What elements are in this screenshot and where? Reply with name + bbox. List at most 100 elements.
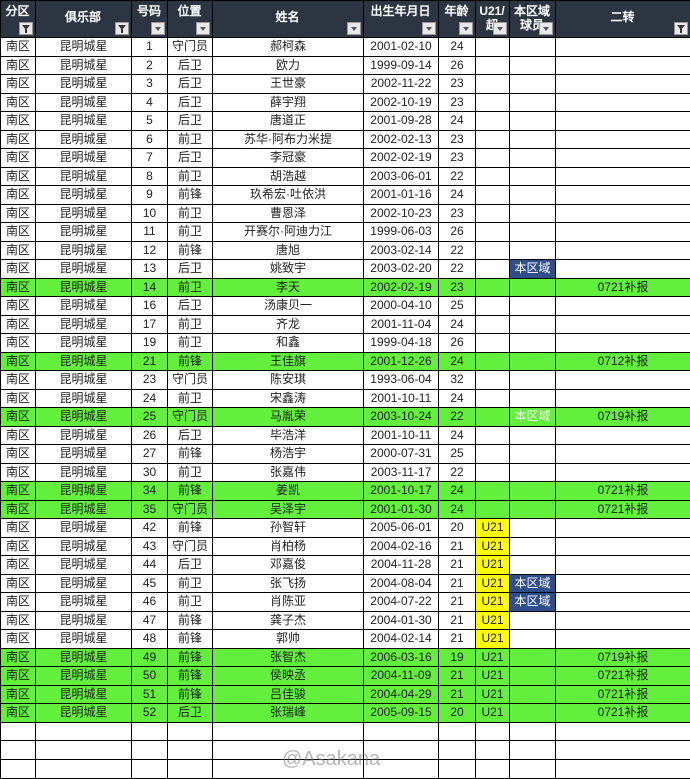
number-cell[interactable]: 1 — [132, 38, 168, 57]
region-cell[interactable]: 南区 — [1, 112, 36, 131]
name-cell[interactable]: 薛宇翔 — [213, 93, 364, 112]
region-cell[interactable]: 南区 — [1, 167, 36, 186]
region-cell[interactable]: 南区 — [1, 297, 36, 316]
birthdate-cell[interactable]: 1999-06-03 — [364, 223, 439, 242]
local-player-cell[interactable] — [510, 38, 556, 57]
u21-cell[interactable] — [476, 130, 510, 149]
filter-dropdown-icon[interactable] — [539, 22, 553, 35]
region-cell[interactable]: 南区 — [1, 704, 36, 723]
region-cell[interactable]: 南区 — [1, 389, 36, 408]
age-cell[interactable]: 26 — [439, 334, 476, 353]
name-cell[interactable]: 邓嘉俊 — [213, 556, 364, 575]
name-cell[interactable]: 开赛尔·阿迪力江 — [213, 223, 364, 242]
birthdate-cell[interactable]: 2001-01-30 — [364, 500, 439, 519]
birthdate-cell[interactable]: 1999-09-14 — [364, 56, 439, 75]
club-cell[interactable]: 昆明城星 — [36, 223, 132, 242]
name-cell[interactable]: 姜凯 — [213, 482, 364, 501]
birthdate-cell[interactable]: 2001-10-11 — [364, 426, 439, 445]
birthdate-cell[interactable]: 2001-09-28 — [364, 112, 439, 131]
empty-cell[interactable] — [36, 741, 132, 760]
empty-cell[interactable] — [476, 741, 510, 760]
local-player-cell[interactable] — [510, 500, 556, 519]
empty-cell[interactable] — [36, 759, 132, 778]
number-cell[interactable]: 43 — [132, 537, 168, 556]
number-cell[interactable]: 35 — [132, 500, 168, 519]
club-cell[interactable]: 昆明城星 — [36, 130, 132, 149]
club-cell[interactable]: 昆明城星 — [36, 593, 132, 612]
empty-cell[interactable] — [439, 741, 476, 760]
transfer-cell[interactable] — [556, 260, 690, 279]
local-player-cell[interactable] — [510, 149, 556, 168]
local-player-cell[interactable] — [510, 112, 556, 131]
region-cell[interactable]: 南区 — [1, 149, 36, 168]
age-cell[interactable]: 21 — [439, 556, 476, 575]
position-cell[interactable]: 后卫 — [168, 75, 213, 94]
club-cell[interactable]: 昆明城星 — [36, 685, 132, 704]
region-cell[interactable]: 南区 — [1, 130, 36, 149]
name-cell[interactable]: 侯映丞 — [213, 667, 364, 686]
u21-cell[interactable] — [476, 186, 510, 205]
name-cell[interactable]: 唐旭 — [213, 241, 364, 260]
number-cell[interactable]: 50 — [132, 667, 168, 686]
local-player-cell[interactable] — [510, 648, 556, 667]
local-player-cell[interactable] — [510, 556, 556, 575]
age-cell[interactable]: 24 — [439, 426, 476, 445]
u21-cell[interactable] — [476, 278, 510, 297]
local-player-cell[interactable]: 本区域 — [510, 574, 556, 593]
empty-cell[interactable] — [168, 741, 213, 760]
position-cell[interactable]: 后卫 — [168, 149, 213, 168]
local-player-cell[interactable] — [510, 519, 556, 538]
birthdate-cell[interactable]: 2003-06-01 — [364, 167, 439, 186]
region-cell[interactable]: 南区 — [1, 408, 36, 427]
local-player-cell[interactable] — [510, 389, 556, 408]
local-player-cell[interactable] — [510, 204, 556, 223]
age-cell[interactable]: 21 — [439, 630, 476, 649]
transfer-cell[interactable] — [556, 519, 690, 538]
age-cell[interactable]: 23 — [439, 75, 476, 94]
age-cell[interactable]: 23 — [439, 204, 476, 223]
position-cell[interactable]: 前卫 — [168, 223, 213, 242]
club-cell[interactable]: 昆明城星 — [36, 186, 132, 205]
club-cell[interactable]: 昆明城星 — [36, 334, 132, 353]
age-cell[interactable]: 24 — [439, 38, 476, 57]
birthdate-cell[interactable]: 2000-07-31 — [364, 445, 439, 464]
local-player-cell[interactable] — [510, 426, 556, 445]
club-cell[interactable]: 昆明城星 — [36, 260, 132, 279]
empty-cell[interactable] — [1, 759, 36, 778]
transfer-cell[interactable] — [556, 574, 690, 593]
region-cell[interactable]: 南区 — [1, 204, 36, 223]
number-cell[interactable]: 3 — [132, 75, 168, 94]
age-cell[interactable]: 32 — [439, 371, 476, 390]
age-cell[interactable]: 26 — [439, 56, 476, 75]
u21-cell[interactable] — [476, 500, 510, 519]
region-cell[interactable]: 南区 — [1, 241, 36, 260]
position-cell[interactable]: 前卫 — [168, 574, 213, 593]
local-player-cell[interactable] — [510, 352, 556, 371]
region-cell[interactable]: 南区 — [1, 223, 36, 242]
local-player-cell[interactable] — [510, 186, 556, 205]
name-cell[interactable]: 欧力 — [213, 56, 364, 75]
position-cell[interactable]: 前卫 — [168, 389, 213, 408]
position-cell[interactable]: 后卫 — [168, 260, 213, 279]
age-cell[interactable]: 22 — [439, 463, 476, 482]
position-cell[interactable]: 后卫 — [168, 56, 213, 75]
birthdate-cell[interactable]: 2004-11-09 — [364, 667, 439, 686]
u21-cell[interactable]: U21 — [476, 648, 510, 667]
local-player-cell[interactable] — [510, 611, 556, 630]
local-player-cell[interactable] — [510, 315, 556, 334]
name-cell[interactable]: 郝柯森 — [213, 38, 364, 57]
number-cell[interactable]: 10 — [132, 204, 168, 223]
club-cell[interactable]: 昆明城星 — [36, 241, 132, 260]
u21-cell[interactable]: U21 — [476, 685, 510, 704]
empty-cell[interactable] — [476, 759, 510, 778]
position-cell[interactable]: 前锋 — [168, 630, 213, 649]
u21-cell[interactable] — [476, 463, 510, 482]
name-cell[interactable]: 王佳旗 — [213, 352, 364, 371]
position-cell[interactable]: 前卫 — [168, 278, 213, 297]
club-cell[interactable]: 昆明城星 — [36, 315, 132, 334]
transfer-cell[interactable] — [556, 463, 690, 482]
name-cell[interactable]: 杨浩宇 — [213, 445, 364, 464]
club-cell[interactable]: 昆明城星 — [36, 352, 132, 371]
transfer-cell[interactable] — [556, 315, 690, 334]
local-player-cell[interactable] — [510, 537, 556, 556]
